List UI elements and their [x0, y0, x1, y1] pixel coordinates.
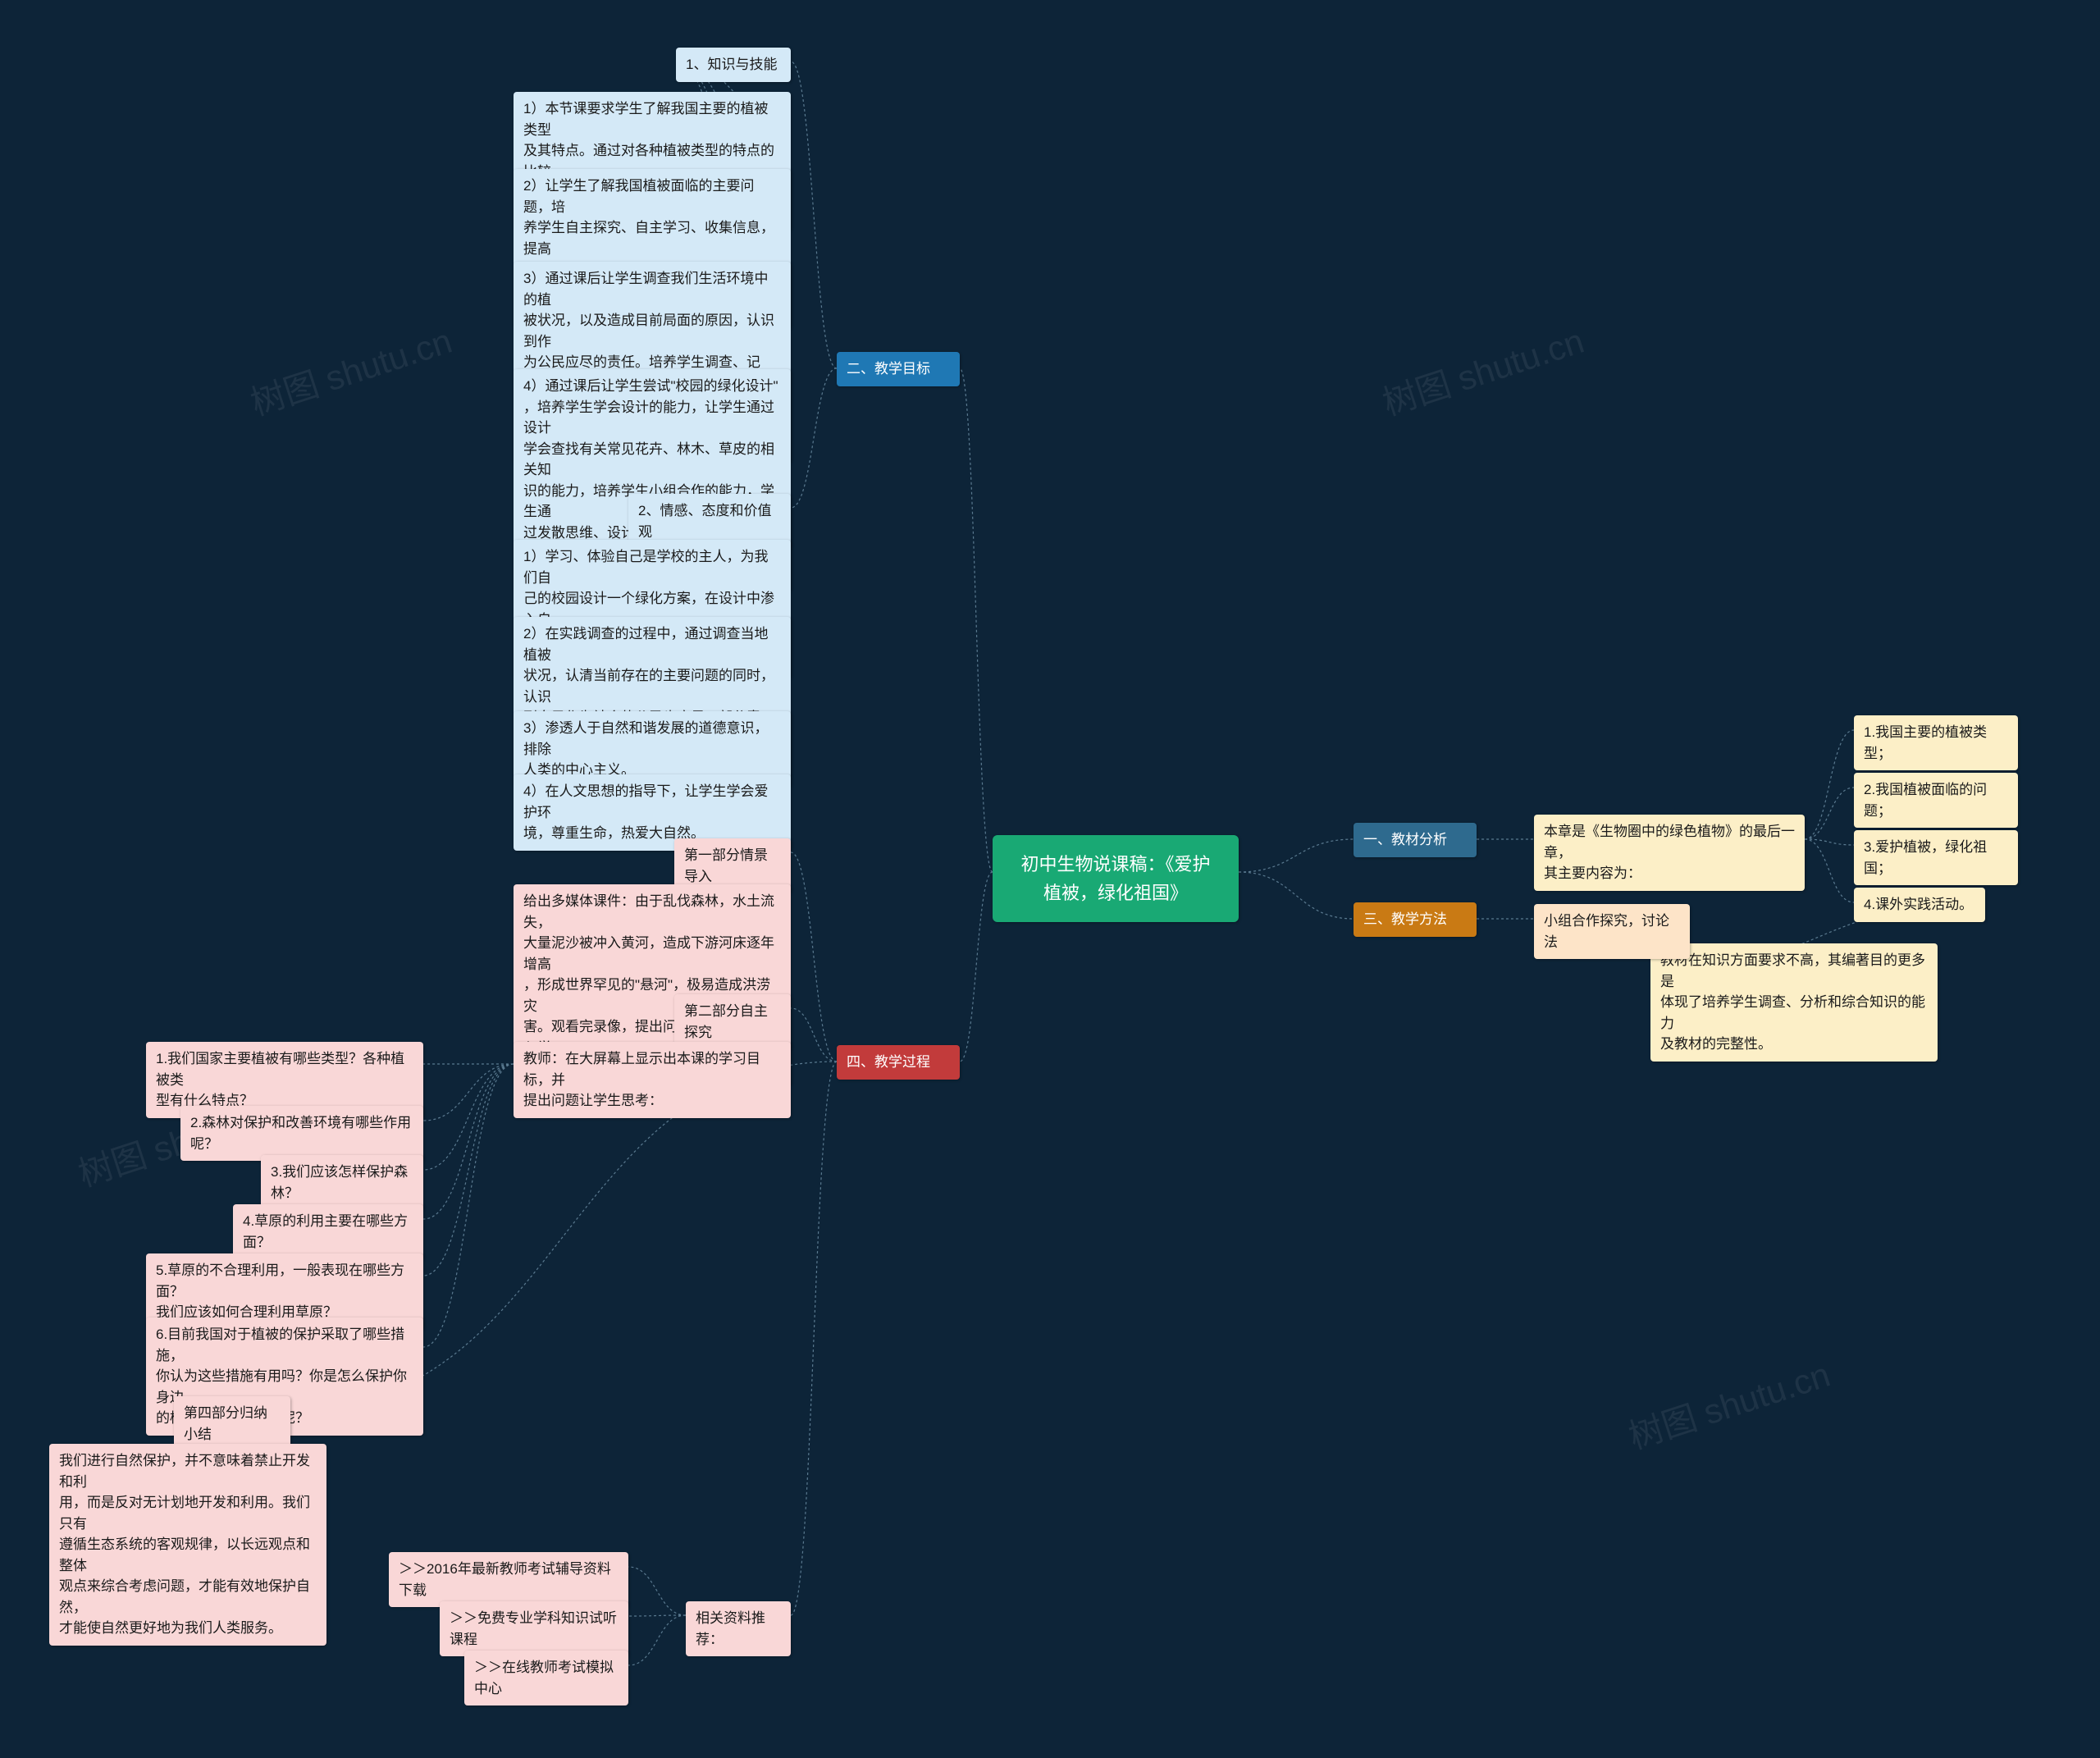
leaf-node: 相关资料推荐：	[686, 1601, 791, 1656]
leaf-node: 4.草原的利用主要在哪些方面？	[233, 1204, 423, 1259]
leaf-node: 小组合作探究，讨论法	[1534, 904, 1690, 959]
leaf-node: 3.我们应该怎样保护森林？	[261, 1155, 423, 1210]
leaf-node: 本章是《生物圈中的绿色植物》的最后一章， 其主要内容为：	[1534, 815, 1805, 891]
leaf-node: 第二部分自主探究	[674, 994, 791, 1049]
leaf-node: 2.我国植被面临的问题；	[1854, 773, 2018, 828]
leaf-node: ＞＞免费专业学科知识试听课程	[440, 1601, 628, 1656]
leaf-node: 4.课外实践活动。	[1854, 888, 1985, 922]
branch-node: 四、教学过程	[837, 1045, 960, 1080]
branch-node: 一、教材分析	[1354, 823, 1477, 857]
watermark: 树图 shutu.cn	[244, 313, 458, 426]
watermark: 树图 shutu.cn	[1376, 313, 1590, 426]
leaf-node: 2.森林对保护和改善环境有哪些作用呢？	[180, 1106, 423, 1161]
leaf-node: 第四部分归纳小结	[174, 1396, 290, 1451]
root-node: 初中生物说课稿：《爱护 植被，绿化祖国》	[993, 835, 1239, 922]
leaf-node: ＞＞2016年最新教师考试辅导资料下载	[389, 1552, 628, 1607]
leaf-node: 我们进行自然保护，并不意味着禁止开发和利 用，而是反对无计划地开发和利用。我们只…	[49, 1444, 326, 1646]
leaf-node: ＞＞在线教师考试模拟中心	[464, 1651, 628, 1705]
branch-node: 三、教学方法	[1354, 902, 1477, 937]
leaf-node: 教师：在大屏幕上显示出本课的学习目标，并 提出问题让学生思考：	[514, 1042, 791, 1118]
mindmap-canvas: 树图 shutu.cn树图 shutu.cn树图 shutu.cn树图 shut…	[0, 0, 2100, 1758]
watermark: 树图 shutu.cn	[1622, 1347, 1836, 1459]
leaf-node: 1、知识与技能	[676, 48, 791, 82]
branch-node: 二、教学目标	[837, 352, 960, 386]
leaf-node: 1.我国主要的植被类型；	[1854, 715, 2018, 770]
leaf-node: 教材在知识方面要求不高，其编著目的更多是 体现了培养学生调查、分析和综合知识的能…	[1650, 943, 1938, 1062]
leaf-node: 3.爱护植被，绿化祖国；	[1854, 830, 2018, 885]
